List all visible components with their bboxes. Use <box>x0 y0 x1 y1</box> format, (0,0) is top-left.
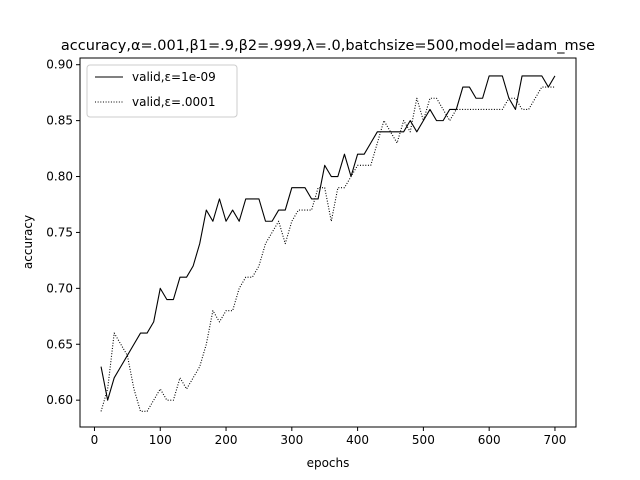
x-tick-label: 400 <box>346 433 369 447</box>
x-axis-title: epochs <box>307 456 350 470</box>
x-tick-label: 600 <box>478 433 501 447</box>
plot-frame <box>79 57 577 428</box>
x-tick-label: 200 <box>215 433 238 447</box>
chart-title: accuracy,α=.001,β1=.9,β2=.999,λ=.0,batch… <box>61 38 595 54</box>
y-tick-label: 0.75 <box>46 225 73 239</box>
legend-label-1: valid,ε=.0001 <box>132 95 215 109</box>
y-axis-ticks: 0.60 0.65 0.70 0.75 0.80 0.85 0.90 <box>46 58 80 407</box>
y-axis-title: accuracy <box>21 215 35 269</box>
x-tick-label: 300 <box>280 433 303 447</box>
x-tick-label: 100 <box>149 433 172 447</box>
y-tick-label: 0.65 <box>46 337 73 351</box>
y-tick-label: 0.90 <box>46 58 73 72</box>
series-line-0 <box>100 75 556 401</box>
legend-label-0: valid,ε=1e-09 <box>132 70 216 84</box>
y-tick-label: 0.85 <box>46 114 73 128</box>
y-tick-label: 0.60 <box>46 393 73 407</box>
x-tick-label: 0 <box>91 433 99 447</box>
plot-lines <box>100 75 556 412</box>
y-tick-label: 0.80 <box>46 170 73 184</box>
y-tick-label: 0.70 <box>46 281 73 295</box>
x-tick-label: 500 <box>412 433 435 447</box>
legend-box <box>86 64 238 118</box>
series-line-1 <box>100 86 555 412</box>
legend: valid,ε=1e-09 valid,ε=.0001 <box>86 64 238 118</box>
x-tick-label: 700 <box>543 433 566 447</box>
x-axis-ticks: 0 100 200 300 400 500 600 700 <box>91 427 566 447</box>
